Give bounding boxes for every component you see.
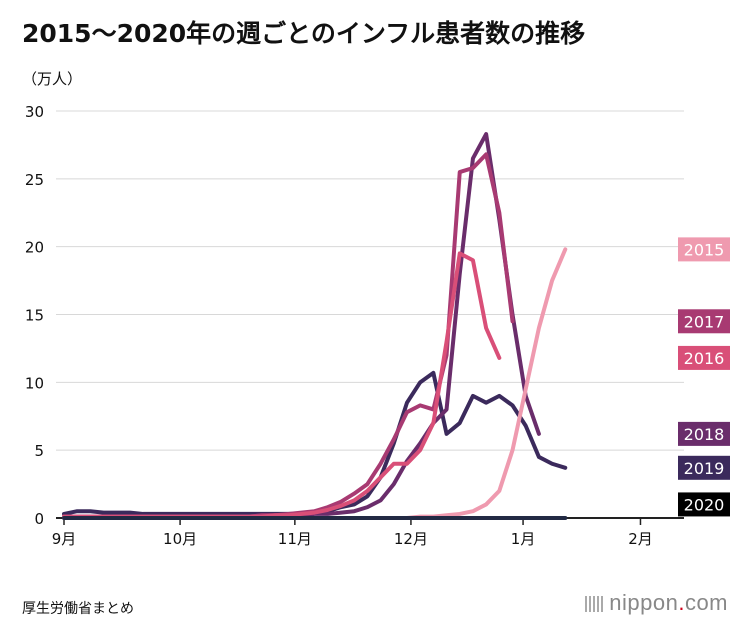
- series-label-text: 2018: [684, 425, 725, 444]
- y-tick-label: 0: [34, 510, 44, 528]
- series-label-text: 2017: [684, 312, 725, 331]
- series-label-box: [678, 455, 730, 480]
- x-tick-label: 11月: [278, 530, 312, 548]
- series-label-text: 2019: [684, 459, 725, 478]
- brand-logo: nippon.com: [585, 590, 728, 616]
- y-tick-label: 10: [25, 374, 44, 392]
- series-label-box: [678, 345, 730, 370]
- series-line-2017: [62, 152, 515, 519]
- x-tick-label: 9月: [52, 530, 77, 548]
- series-label-text: 2016: [684, 349, 725, 368]
- y-tick-label: 15: [25, 307, 44, 325]
- y-axis-unit-label: （万人）: [22, 70, 83, 88]
- series-label-2016: 2016: [678, 345, 730, 370]
- chart-title: 2015〜2020年の週ごとのインフル患者数の推移: [22, 19, 586, 48]
- x-tick-label: 1月: [511, 530, 536, 548]
- series-label-2015: 2015: [678, 237, 730, 262]
- brand-prefix: nippon: [609, 590, 679, 615]
- brand-suffix: com: [684, 590, 728, 615]
- brand-bars-icon: [585, 596, 606, 613]
- y-tick-label: 30: [25, 103, 44, 121]
- series-label-text: 2015: [684, 240, 725, 259]
- series-line-2015: [62, 247, 568, 520]
- y-tick-label: 20: [25, 239, 44, 257]
- y-tick-label: 5: [34, 442, 44, 460]
- brand-dot: .: [678, 590, 685, 615]
- series-label-2017: 2017: [678, 309, 730, 334]
- series-label-box: [678, 421, 730, 446]
- series-label-2018: 2018: [678, 421, 730, 446]
- x-tick-label: 2月: [628, 530, 653, 548]
- series-label-box: [678, 492, 730, 517]
- x-tick-label: 10月: [163, 530, 197, 548]
- series-label-text: 2020: [684, 495, 725, 514]
- series-label-2020: 2020: [678, 492, 730, 517]
- series-label-box: [678, 309, 730, 334]
- series-line-2018: [62, 132, 541, 519]
- x-tick-label: 12月: [394, 530, 428, 548]
- series-line-2019: [62, 370, 568, 516]
- source-note: 厚生労働省まとめ: [22, 601, 134, 617]
- y-tick-label: 25: [25, 171, 44, 189]
- series-label-2019: 2019: [678, 455, 730, 480]
- series-label-box: [678, 237, 730, 262]
